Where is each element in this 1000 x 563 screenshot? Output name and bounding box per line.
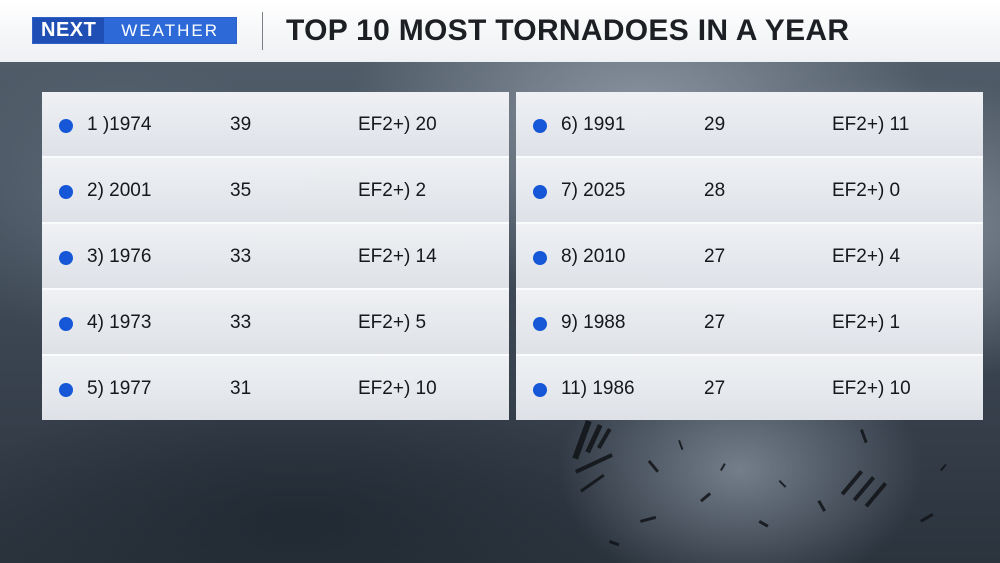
tornado-count: 33 bbox=[230, 312, 252, 333]
rank-year: 1 )1974 bbox=[87, 114, 152, 135]
list-item: 1 )1974 39 EF2+) 20 bbox=[42, 92, 509, 158]
rank-year: 7) 2025 bbox=[561, 180, 626, 201]
rank-year: 6) 1991 bbox=[561, 114, 626, 135]
tornado-count: 27 bbox=[704, 246, 726, 267]
page-title: TOP 10 MOST TORNADOES IN A YEAR bbox=[286, 14, 850, 47]
list-item: 3) 1976 33 EF2+) 14 bbox=[42, 224, 509, 290]
ef2-count: EF2+) 1 bbox=[832, 312, 901, 333]
tornado-count: 39 bbox=[230, 114, 252, 135]
tornado-count: 27 bbox=[704, 378, 726, 399]
bullet-dot-icon bbox=[59, 383, 73, 397]
header-divider bbox=[262, 12, 263, 50]
list-panel-left: 1 )1974 39 EF2+) 20 2) 2001 35 EF2+) 2 3… bbox=[42, 92, 509, 420]
tornado-count: 33 bbox=[230, 246, 252, 267]
list-item: 11) 1986 27 EF2+) 10 bbox=[516, 356, 983, 420]
tornado-count: 28 bbox=[704, 180, 726, 201]
ef2-count: EF2+) 11 bbox=[832, 114, 910, 135]
ef2-count: EF2+) 10 bbox=[358, 378, 437, 399]
bullet-dot-icon bbox=[533, 383, 547, 397]
bullet-dot-icon bbox=[533, 251, 547, 265]
rank-year: 8) 2010 bbox=[561, 246, 626, 267]
bullet-dot-icon bbox=[533, 119, 547, 133]
list-item: 4) 1973 33 EF2+) 5 bbox=[42, 290, 509, 356]
bullet-dot-icon bbox=[59, 119, 73, 133]
ef2-count: EF2+) 2 bbox=[358, 180, 427, 201]
list-item: 7) 2025 28 EF2+) 0 bbox=[516, 158, 983, 224]
bullet-dot-icon bbox=[59, 251, 73, 265]
ef2-count: EF2+) 5 bbox=[358, 312, 427, 333]
bullet-dot-icon bbox=[59, 185, 73, 199]
ef2-count: EF2+) 4 bbox=[832, 246, 901, 267]
next-weather-logo: NEXT WEATHER bbox=[32, 17, 237, 44]
ef2-count: EF2+) 14 bbox=[358, 246, 437, 267]
list-item: 2) 2001 35 EF2+) 2 bbox=[42, 158, 509, 224]
list-panel-right: 6) 1991 29 EF2+) 11 7) 2025 28 EF2+) 0 8… bbox=[516, 92, 983, 420]
rank-year: 9) 1988 bbox=[561, 312, 626, 333]
rank-year: 2) 2001 bbox=[87, 180, 152, 201]
logo-next-text: NEXT bbox=[33, 18, 105, 43]
rank-year: 11) 1986 bbox=[561, 378, 635, 399]
ef2-count: EF2+) 10 bbox=[832, 378, 911, 399]
tornado-count: 27 bbox=[704, 312, 726, 333]
rank-year: 4) 1973 bbox=[87, 312, 152, 333]
ef2-count: EF2+) 20 bbox=[358, 114, 437, 135]
logo-weather-text: WEATHER bbox=[104, 18, 236, 43]
tornado-count: 29 bbox=[704, 114, 726, 135]
bullet-dot-icon bbox=[533, 185, 547, 199]
header-bar: NEXT WEATHER TOP 10 MOST TORNADOES IN A … bbox=[0, 0, 1000, 62]
rank-year: 5) 1977 bbox=[87, 378, 152, 399]
tornado-count: 31 bbox=[230, 378, 252, 399]
list-item: 8) 2010 27 EF2+) 4 bbox=[516, 224, 983, 290]
list-item: 6) 1991 29 EF2+) 11 bbox=[516, 92, 983, 158]
list-item: 9) 1988 27 EF2+) 1 bbox=[516, 290, 983, 356]
tornado-count: 35 bbox=[230, 180, 252, 201]
bullet-dot-icon bbox=[533, 317, 547, 331]
rank-year: 3) 1976 bbox=[87, 246, 152, 267]
list-item: 5) 1977 31 EF2+) 10 bbox=[42, 356, 509, 420]
bullet-dot-icon bbox=[59, 317, 73, 331]
ef2-count: EF2+) 0 bbox=[832, 180, 901, 201]
